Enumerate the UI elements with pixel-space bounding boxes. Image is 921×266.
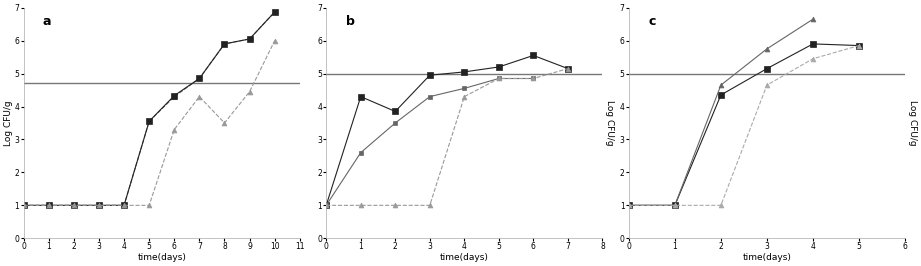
X-axis label: time(days): time(days) [742,253,791,262]
Y-axis label: Log CFU/g: Log CFU/g [908,100,916,146]
Text: a: a [43,15,52,28]
X-axis label: time(days): time(days) [137,253,186,262]
Y-axis label: Log CFU/g: Log CFU/g [605,100,614,146]
Text: b: b [345,15,355,28]
X-axis label: time(days): time(days) [440,253,489,262]
Y-axis label: Log CFU/g: Log CFU/g [5,100,13,146]
Text: c: c [648,15,656,28]
